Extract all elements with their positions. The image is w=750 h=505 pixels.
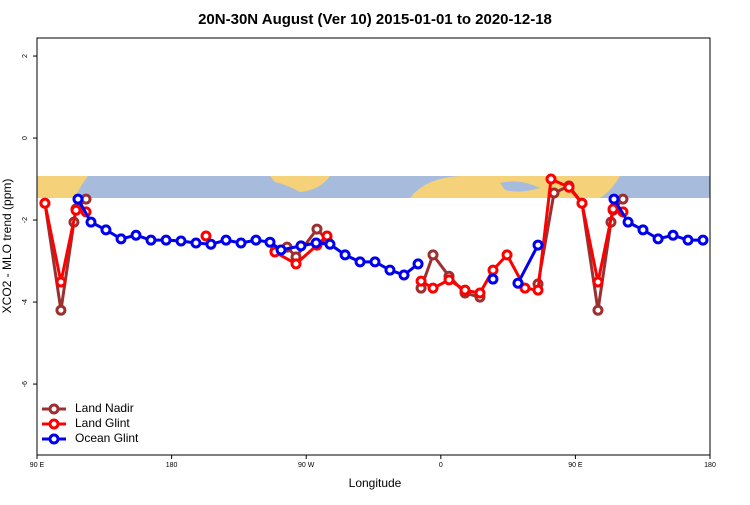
data-point xyxy=(474,287,486,299)
data-point xyxy=(532,239,544,251)
data-point xyxy=(311,223,323,235)
data-point xyxy=(622,216,634,228)
data-point xyxy=(487,264,499,276)
y-tick-label: -2 xyxy=(22,217,29,223)
data-point xyxy=(190,237,202,249)
data-point xyxy=(72,193,84,205)
data-point xyxy=(145,234,157,246)
data-point xyxy=(339,249,351,261)
series-line xyxy=(274,234,328,266)
legend-label: Ocean Glint xyxy=(75,431,139,445)
world-map-strip xyxy=(37,176,710,198)
data-point xyxy=(682,234,694,246)
y-tick-label: -4 xyxy=(22,299,29,305)
data-point xyxy=(427,282,439,294)
data-point xyxy=(415,275,427,287)
legend-marker xyxy=(48,403,60,415)
data-point xyxy=(220,234,232,246)
legend-label: Land Nadir xyxy=(75,401,134,415)
data-point xyxy=(427,249,439,261)
data-point xyxy=(369,256,381,268)
data-point xyxy=(563,181,575,193)
data-point xyxy=(592,304,604,316)
data-point xyxy=(70,204,82,216)
x-tick-label: 90 W xyxy=(298,462,315,469)
data-point xyxy=(130,229,142,241)
data-point xyxy=(205,238,217,250)
x-axis-label: Longitude xyxy=(349,476,402,490)
data-point xyxy=(607,203,619,215)
data-point xyxy=(39,197,51,209)
data-point xyxy=(275,244,287,256)
x-tick-label: 90 E xyxy=(568,462,583,469)
data-point xyxy=(545,173,557,185)
data-point xyxy=(487,273,499,285)
x-tick-label: 0 xyxy=(439,462,443,469)
legend-marker xyxy=(48,418,60,430)
data-point xyxy=(412,258,424,270)
data-point xyxy=(443,274,455,286)
chart-title: 20N-30N August (Ver 10) 2015-01-01 to 20… xyxy=(198,11,552,28)
data-point xyxy=(324,238,336,250)
data-point xyxy=(310,237,322,249)
data-point xyxy=(264,236,276,248)
data-point xyxy=(667,229,679,241)
data-point xyxy=(160,234,172,246)
data-point xyxy=(295,240,307,252)
series-line xyxy=(76,198,419,277)
data-point xyxy=(250,234,262,246)
data-point xyxy=(501,249,513,261)
data-point xyxy=(617,193,629,205)
data-point xyxy=(459,284,471,296)
data-point xyxy=(55,304,67,316)
x-tick-label: 180 xyxy=(704,462,716,469)
data-point xyxy=(235,237,247,249)
y-tick-label: -6 xyxy=(22,381,29,387)
data-point xyxy=(576,197,588,209)
data-point xyxy=(115,233,127,245)
data-point xyxy=(637,224,649,236)
data-point xyxy=(354,256,366,268)
data-point xyxy=(175,235,187,247)
y-axis-label: XCO2 - MLO trend (ppm) xyxy=(0,179,14,314)
data-point xyxy=(652,233,664,245)
data-point xyxy=(592,276,604,288)
data-point xyxy=(384,264,396,276)
data-point xyxy=(398,269,410,281)
data-point xyxy=(85,216,97,228)
plot-frame xyxy=(36,37,711,456)
data-point xyxy=(608,193,620,205)
data-point xyxy=(55,276,67,288)
legend-marker xyxy=(48,433,60,445)
legend-label: Land Glint xyxy=(75,416,130,430)
data-point xyxy=(290,258,302,270)
data-point xyxy=(100,224,112,236)
data-point xyxy=(512,277,524,289)
x-tick-label: 90 E xyxy=(30,462,45,469)
data-point xyxy=(697,234,709,246)
data-point xyxy=(200,230,212,242)
y-tick-label: 0 xyxy=(22,136,29,140)
series-line xyxy=(516,244,540,284)
x-tick-label: 180 xyxy=(166,462,178,469)
y-tick-label: 2 xyxy=(22,54,29,58)
data-point xyxy=(519,282,531,294)
data-point xyxy=(532,284,544,296)
